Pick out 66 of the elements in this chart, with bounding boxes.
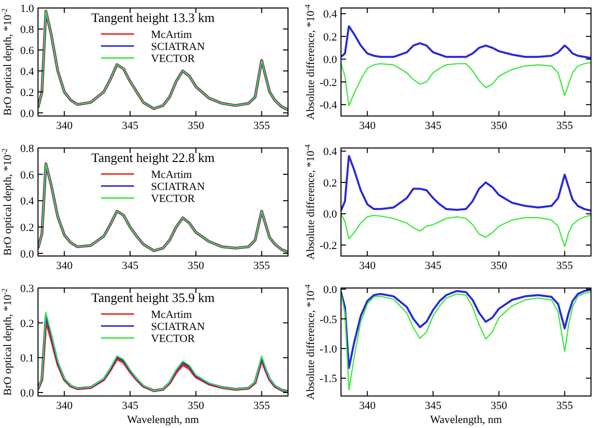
y-tick-label: -0.2 xyxy=(320,76,337,89)
y-tick-label: 0.4 xyxy=(20,66,34,78)
y-tick-label: 0.8 xyxy=(20,24,34,36)
y-tick-label: 0.2 xyxy=(20,86,34,99)
legend-label: McArtim xyxy=(151,169,192,181)
y-tick-label: -0.2 xyxy=(320,240,337,252)
legend-label: VECTOR xyxy=(151,333,196,345)
legend-label: VECTOR xyxy=(151,193,196,205)
x-tick-label: 340 xyxy=(359,120,376,132)
x-tick-label: 355 xyxy=(556,260,574,272)
x-tick-label: 350 xyxy=(490,400,508,412)
y-tick-label: 0.6 xyxy=(20,169,34,182)
x-tick-label: 350 xyxy=(188,400,205,412)
y-tick-label: 0.2 xyxy=(323,177,337,190)
x-tick-label: 345 xyxy=(122,400,139,412)
y-tick-label: -1.5 xyxy=(320,373,338,386)
legend-label: VECTOR xyxy=(151,53,196,65)
y-tick-label: 0.0 xyxy=(20,388,34,400)
y-tick-label: 0.8 xyxy=(20,143,34,155)
y-tick-label: 1.0 xyxy=(20,3,34,15)
x-tick-label: 340 xyxy=(359,260,376,272)
y-tick-label: 0.0 xyxy=(323,284,338,296)
y-tick-label: 0.1 xyxy=(20,352,34,365)
x-tick-label: 350 xyxy=(188,120,205,132)
chart-title: Tangent height 35.9 km xyxy=(91,290,215,305)
legend-label: SCIATRAN xyxy=(151,181,205,193)
x-tick-label: 340 xyxy=(56,400,74,412)
x-tick-label: 345 xyxy=(424,260,442,272)
x-tick-label: 340 xyxy=(359,400,376,412)
legend-label: SCIATRAN xyxy=(151,41,205,53)
x-tick-label: 355 xyxy=(253,120,270,132)
y-tick-label: 0.3 xyxy=(20,283,34,295)
x-tick-label: 350 xyxy=(490,120,508,132)
x-tick-label: 355 xyxy=(556,120,574,132)
y-tick-label: 0.4 xyxy=(20,196,34,208)
chart-title: Tangent height 22.8 km xyxy=(91,150,215,165)
legend-label: McArtim xyxy=(151,309,192,321)
y-tick-label: -0.5 xyxy=(320,314,338,326)
y-tick-label: 0.4 xyxy=(323,146,338,158)
y-tick-label: 0.0 xyxy=(323,208,338,221)
y-tick-label: 0.2 xyxy=(20,222,34,234)
y-tick-label: 0.6 xyxy=(20,44,34,57)
x-axis-title: Wavelength, nm xyxy=(127,414,200,426)
x-tick-label: 350 xyxy=(490,260,508,272)
legend-label: McArtim xyxy=(151,29,192,41)
x-tick-label: 350 xyxy=(188,260,205,272)
y-tick-label: 0.2 xyxy=(323,31,337,44)
x-tick-label: 340 xyxy=(56,260,74,272)
legend-label: SCIATRAN xyxy=(151,321,205,333)
chart-title: Tangent height 13.3 km xyxy=(91,10,215,25)
x-tick-label: 355 xyxy=(253,400,270,412)
y-tick-label: -1.0 xyxy=(320,344,338,356)
x-tick-label: 345 xyxy=(122,260,139,272)
y-tick-label: 0.2 xyxy=(20,318,34,330)
y-tick-label: 0.0 xyxy=(20,108,34,120)
x-tick-label: 345 xyxy=(424,120,442,132)
y-tick-label: 0.4 xyxy=(323,8,338,21)
y-tick-label: -0.4 xyxy=(320,100,338,112)
x-tick-label: 355 xyxy=(556,400,574,412)
x-tick-label: 340 xyxy=(56,120,74,132)
x-tick-label: 345 xyxy=(424,400,442,412)
y-tick-label: 0.0 xyxy=(20,248,34,260)
y-tick-label: 0.0 xyxy=(323,54,338,66)
x-tick-label: 345 xyxy=(122,120,139,132)
x-tick-label: 355 xyxy=(253,260,270,272)
x-axis-title: Wavelength, nm xyxy=(430,414,502,426)
